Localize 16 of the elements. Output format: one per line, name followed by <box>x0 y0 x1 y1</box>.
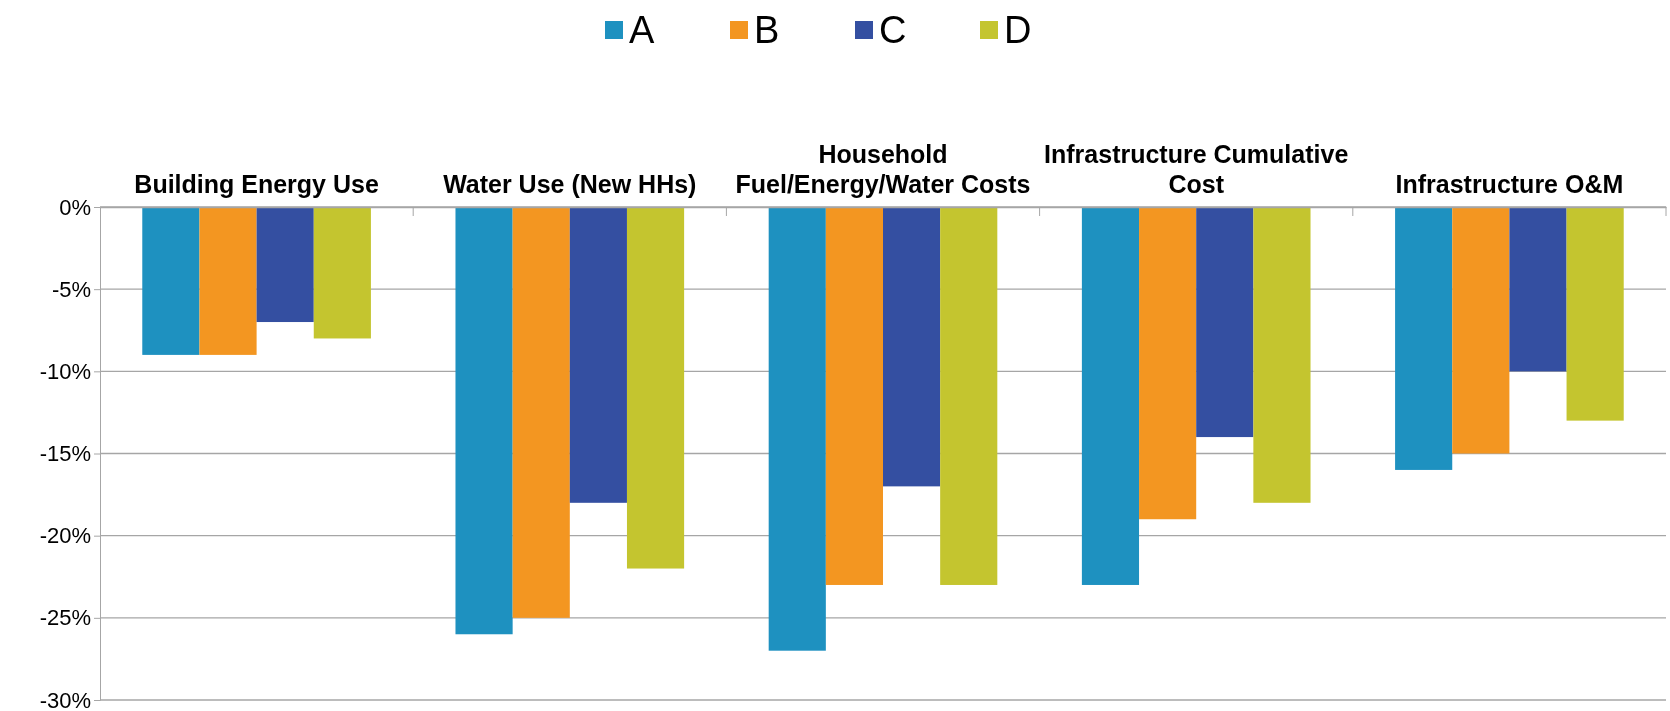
x-tick-label: Infrastructure O&M <box>1395 170 1624 198</box>
y-tick-label: -20% <box>39 523 91 549</box>
legend-label: D <box>1004 9 1032 51</box>
y-tick-label: -5% <box>51 276 91 302</box>
y-tick-label: -15% <box>39 441 91 467</box>
x-tick-label: Household Fuel/Energy/Water Costs <box>735 140 1031 198</box>
x-tick-label: Water Use (New HHs) <box>443 170 697 198</box>
x-tick-label: Infrastructure Cumulative Cost <box>1044 140 1349 198</box>
x-tick-label: Building Energy Use <box>134 170 379 198</box>
legend-label: A <box>629 9 655 51</box>
y-tick-label: -10% <box>39 358 91 384</box>
y-tick-label: -25% <box>39 605 91 631</box>
legend-label: B <box>754 9 780 51</box>
y-tick-label: -30% <box>39 687 91 711</box>
y-tick-label: 0% <box>59 194 91 220</box>
legend-label: C <box>879 9 907 51</box>
